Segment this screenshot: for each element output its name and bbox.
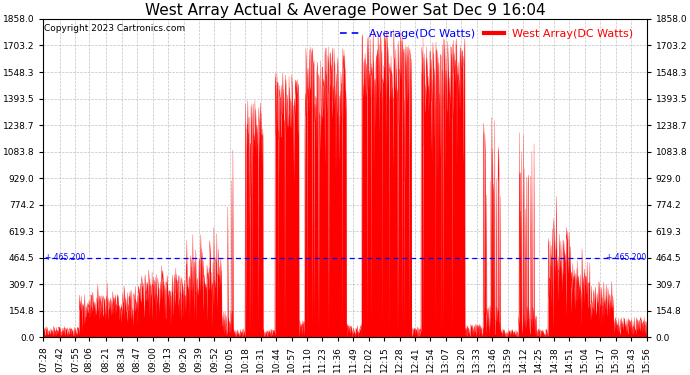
Title: West Array Actual & Average Power Sat Dec 9 16:04: West Array Actual & Average Power Sat De… [145,3,545,18]
Text: + 465.200: + 465.200 [45,253,85,262]
Text: + 465.200: + 465.200 [607,253,647,262]
Legend: Average(DC Watts), West Array(DC Watts): Average(DC Watts), West Array(DC Watts) [335,24,638,44]
Text: Copyright 2023 Cartronics.com: Copyright 2023 Cartronics.com [44,24,185,33]
